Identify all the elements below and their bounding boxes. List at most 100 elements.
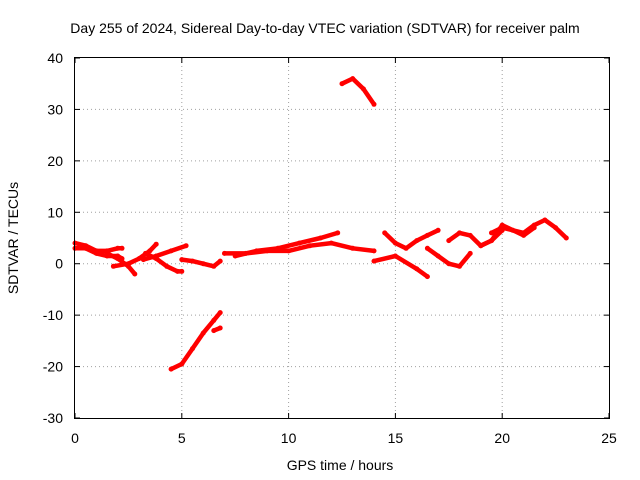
data-point — [542, 217, 548, 223]
data-point — [467, 250, 473, 256]
data-point — [478, 243, 484, 249]
data-point — [414, 238, 420, 244]
data-point — [467, 232, 473, 238]
data-point — [371, 258, 377, 264]
data-point — [147, 248, 153, 254]
series-line-track-n — [371, 253, 430, 279]
series-line-track-f — [141, 243, 189, 262]
data-point — [200, 261, 206, 267]
data-point — [217, 258, 223, 264]
data-point — [350, 76, 356, 82]
data-point — [371, 248, 377, 254]
data-point — [211, 317, 217, 323]
grid — [75, 58, 609, 418]
data-point — [489, 238, 494, 244]
chart-title: Day 255 of 2024, Sidereal Day-to-day VTE… — [70, 20, 579, 36]
data-point — [217, 325, 223, 331]
y-ticks: -30 -20 -10 0 10 20 30 40 — [43, 50, 609, 426]
data-point — [179, 268, 185, 274]
data-point — [489, 230, 494, 236]
data-point — [190, 346, 195, 352]
data-point — [521, 232, 527, 238]
plot-frame — [74, 57, 610, 419]
data-point — [307, 243, 313, 249]
data-point — [168, 248, 174, 254]
y-tick-label: -30 — [43, 410, 63, 426]
data-point — [115, 245, 121, 251]
data-point — [93, 250, 99, 256]
data-point — [457, 230, 462, 236]
data-point — [499, 222, 505, 228]
data-point — [424, 274, 430, 280]
data-point — [153, 253, 159, 259]
data-point — [217, 310, 223, 316]
y-tick-label: 40 — [47, 50, 63, 66]
series-line-track-m — [382, 228, 441, 251]
data-point — [335, 230, 341, 236]
data-point — [531, 225, 537, 231]
x-tick-label: 15 — [388, 430, 404, 446]
y-tick-label: 10 — [47, 204, 63, 220]
x-tick-label: 20 — [494, 430, 510, 446]
data-point — [446, 261, 452, 267]
y-tick-label: 0 — [55, 256, 63, 272]
data-point — [132, 271, 138, 277]
data-point — [424, 232, 430, 238]
data-point — [435, 253, 441, 259]
data-point — [115, 256, 121, 262]
data-point — [339, 81, 345, 87]
data-point — [563, 235, 569, 241]
series-line-track-l — [339, 76, 377, 107]
data-point — [414, 266, 420, 272]
y-axis-title: SDTVAR / TECUs — [5, 182, 21, 294]
x-tick-label: 10 — [281, 430, 297, 446]
data-point — [328, 240, 334, 246]
data-point — [183, 243, 189, 249]
data-point — [104, 250, 110, 256]
data-point — [350, 245, 356, 251]
series-line-track-r — [478, 222, 537, 248]
x-tick-label: 25 — [601, 430, 617, 446]
x-tick-label: 5 — [178, 430, 186, 446]
x-axis-title: GPS time / hours — [287, 457, 394, 473]
data-point — [175, 268, 180, 274]
data-point — [392, 240, 398, 246]
data-point — [83, 245, 89, 251]
data-point — [318, 235, 324, 241]
data-point — [286, 248, 292, 254]
data-point — [168, 366, 174, 372]
series-layer — [72, 76, 569, 372]
data-point — [553, 225, 559, 231]
data-point — [296, 240, 302, 246]
x-ticks: 0 5 10 15 20 25 — [71, 58, 617, 446]
data-point — [403, 245, 409, 251]
data-point — [222, 250, 227, 256]
data-point — [457, 263, 462, 269]
data-point — [392, 253, 398, 259]
data-point — [179, 257, 185, 263]
data-point — [119, 245, 125, 251]
y-tick-label: -20 — [43, 359, 63, 375]
data-point — [424, 245, 430, 251]
data-point — [110, 263, 116, 269]
data-point — [371, 101, 377, 107]
data-point — [125, 261, 131, 267]
data-point — [179, 361, 185, 367]
data-point — [140, 257, 146, 263]
data-point — [164, 263, 170, 269]
data-point — [153, 241, 159, 247]
data-point — [382, 230, 388, 236]
y-tick-label: -10 — [43, 307, 63, 323]
data-point — [254, 248, 260, 254]
y-tick-label: 20 — [47, 153, 63, 169]
x-tick-label: 0 — [71, 430, 79, 446]
data-point — [360, 86, 366, 92]
series-line-track-k — [232, 230, 340, 259]
data-point — [190, 258, 195, 264]
data-point — [136, 256, 142, 262]
data-point — [211, 328, 217, 334]
y-tick-label: 30 — [47, 101, 63, 117]
data-point — [446, 238, 452, 244]
data-point — [200, 330, 206, 336]
